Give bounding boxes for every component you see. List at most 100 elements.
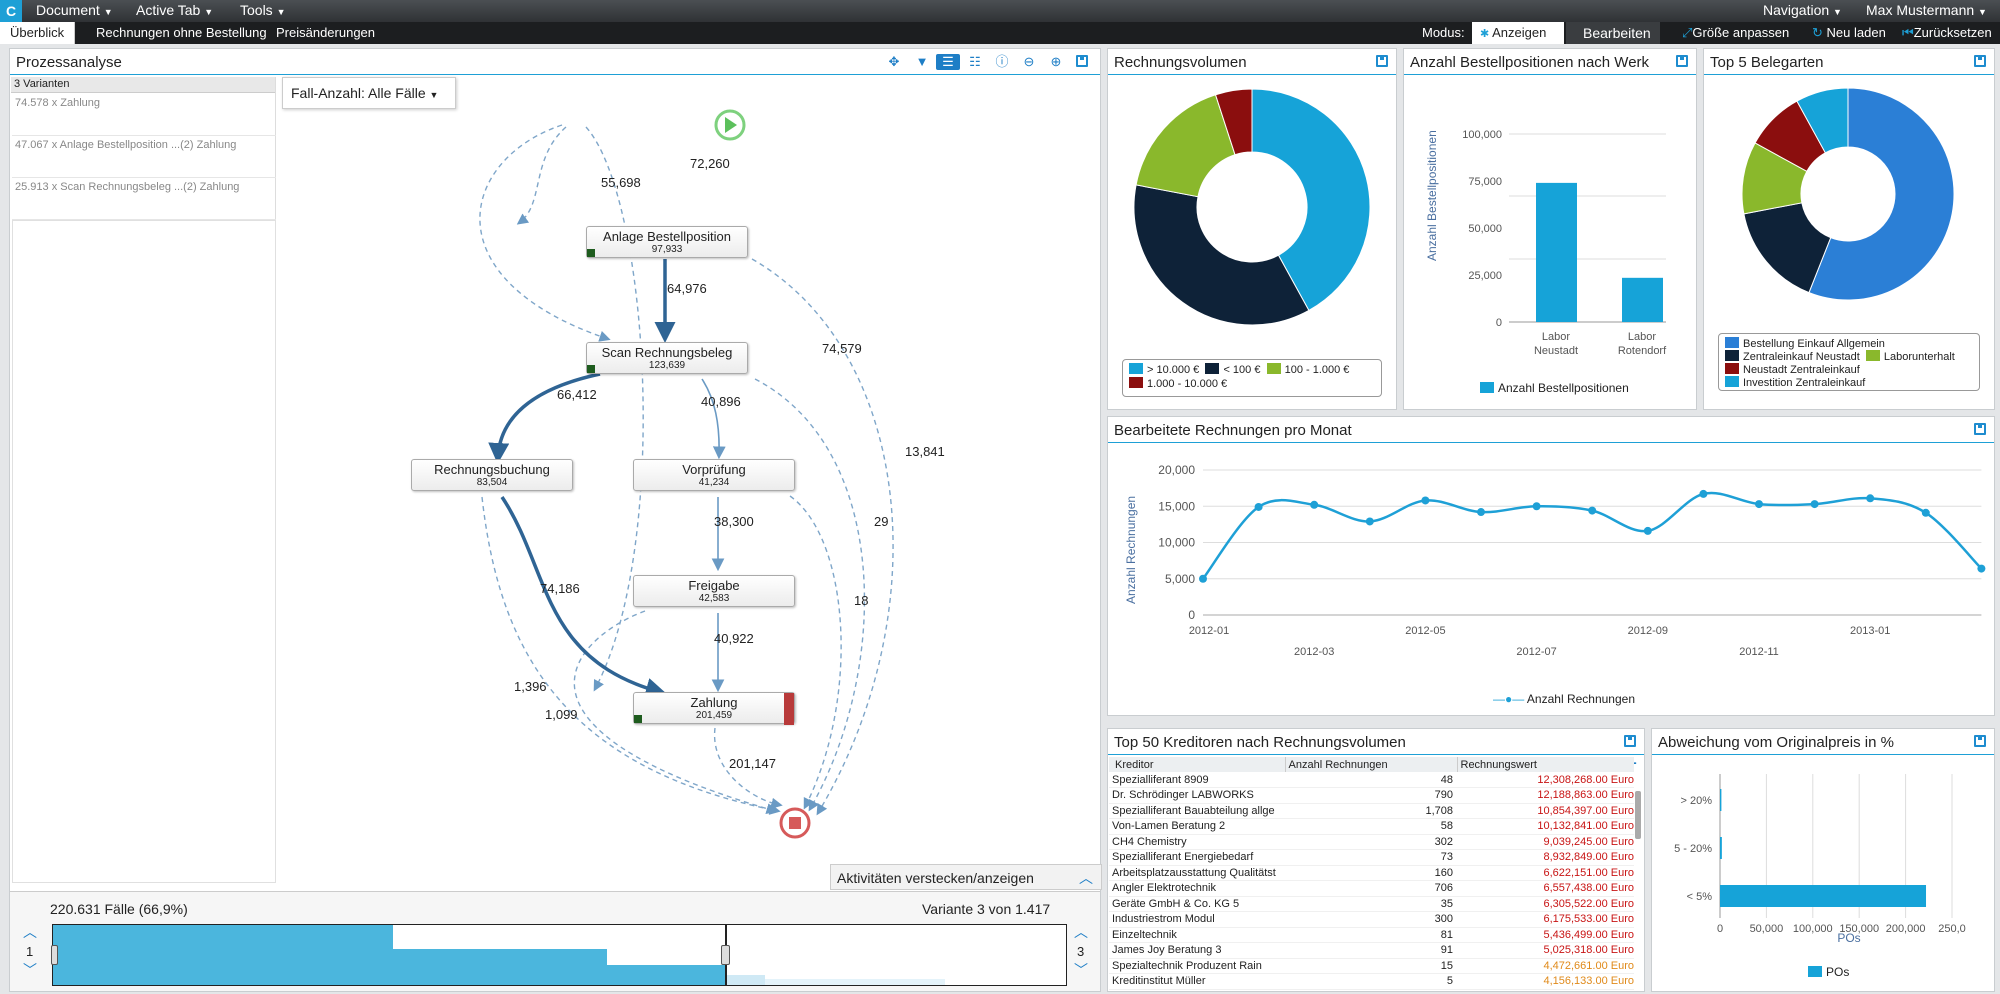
donut-slice[interactable]	[1133, 184, 1310, 326]
save-icon[interactable]	[1676, 55, 1688, 67]
legend-item: POs	[1808, 965, 1849, 979]
column-header[interactable]: Anzahl Rechnungen	[1285, 757, 1458, 772]
data-point[interactable]	[1699, 489, 1708, 498]
save-icon[interactable]	[1076, 55, 1088, 67]
move-icon[interactable]: ✥	[888, 54, 900, 69]
bar[interactable]	[1536, 182, 1577, 322]
menu-tools[interactable]: Tools ▼	[240, 2, 286, 18]
toggle-activities-button[interactable]: Aktivitäten verstecken/anzeigen ︿	[830, 864, 1102, 890]
variant-row[interactable]: 25.913 x Scan Rechnungsbeleg ...(2) Zahl…	[12, 178, 276, 220]
zoom-out-icon[interactable]: ⊖	[1023, 54, 1035, 69]
node-vorpruefung[interactable]: Vorprüfung 41,234	[633, 459, 795, 491]
data-point[interactable]	[1199, 574, 1207, 583]
zoom-in-icon[interactable]: ⊕	[1050, 54, 1062, 69]
scrollbar-thumb[interactable]	[1635, 791, 1641, 839]
data-point[interactable]	[1532, 502, 1541, 511]
chevron-up-icon[interactable]: ︿	[23, 924, 37, 940]
donut-slice[interactable]	[1796, 87, 1849, 154]
mode-view-button[interactable]: ✱ Anzeigen	[1472, 22, 1564, 44]
data-point[interactable]	[1421, 496, 1430, 505]
category-label: 5 - 20%	[1674, 843, 1712, 855]
table-row[interactable]: Angler Elektrotechnik 706 6,557,438.00 Eur…	[1109, 881, 1634, 896]
data-point[interactable]	[1921, 508, 1930, 517]
table-row[interactable]: Spezialliferant 8909 48 12,308,268.00 Euro	[1109, 772, 1634, 788]
column-header[interactable]: Rechnungswert	[1460, 758, 1537, 771]
chevron-down-icon[interactable]: ﹀	[1074, 962, 1088, 978]
data-point[interactable]	[1588, 506, 1597, 515]
table-row[interactable]: Spezialtechnik Produzent Rain 15 4,472,661…	[1109, 958, 1634, 974]
data-point[interactable]	[1254, 502, 1263, 511]
tab-preisaenderungen[interactable]: Preisänderungen	[276, 25, 376, 40]
data-point[interactable]	[1755, 500, 1763, 509]
node-zahlung[interactable]: Zahlung 201,459	[633, 692, 795, 725]
slider-handle-left[interactable]	[51, 945, 58, 965]
slider-min-label: 1	[26, 944, 34, 959]
save-icon[interactable]	[1974, 55, 1986, 67]
node-freigabe[interactable]: Freigabe 42,583	[633, 575, 795, 607]
save-icon[interactable]	[1974, 423, 1986, 435]
reset-button[interactable]: ⏮Zurücksetzen	[1902, 25, 1992, 40]
tab-rechnungen-ohne-bestellung[interactable]: Rechnungen ohne Bestellung	[96, 25, 267, 40]
menu-active-tab[interactable]: Active Tab ▼	[136, 2, 214, 18]
edge-label: 13,841	[905, 444, 945, 459]
save-icon[interactable]	[1624, 735, 1636, 747]
table-row[interactable]: Industriestrom Modul 300 6,175,533.00 Euro	[1109, 912, 1634, 927]
tick-label: 75,000	[1468, 176, 1502, 188]
mode-edit-button[interactable]: Bearbeiten	[1566, 22, 1660, 44]
invoice-count-cell: 160	[1434, 866, 1453, 879]
table-row[interactable]: CH4 Chemistry 302 9,039,245.00 Euro	[1109, 834, 1634, 850]
data-point[interactable]	[1365, 517, 1374, 526]
bar[interactable]	[1720, 837, 1722, 859]
table-row[interactable]: James Joy Beratung 3 91 5,025,318.00 Euro	[1109, 943, 1634, 958]
save-icon[interactable]	[1376, 55, 1388, 67]
start-node[interactable]	[714, 109, 746, 141]
top-doc-types-panel: Top 5 Belegarten Bestellung Einkauf Allg…	[1703, 48, 1995, 410]
variant-row[interactable]: 47.067 x Anlage Bestellposition ...(2) Z…	[12, 136, 276, 178]
variant-row[interactable]: 74.578 x Zahlung	[12, 94, 276, 136]
bar[interactable]	[1720, 789, 1722, 811]
chevron-up-icon[interactable]: ︿	[1074, 924, 1088, 940]
list-view-icon[interactable]: ☷	[969, 54, 981, 69]
save-icon[interactable]	[1974, 735, 1986, 747]
tab-ueberblick[interactable]: Überblick	[0, 22, 76, 44]
bar[interactable]	[1720, 885, 1927, 907]
column-header[interactable]: Kreditor	[1109, 757, 1286, 772]
menu-user[interactable]: Max Mustermann ▼	[1866, 2, 1987, 18]
map-view-icon[interactable]: ☰	[936, 54, 960, 70]
filter-icon[interactable]: ▼	[915, 54, 929, 69]
node-scan-rechnungsbeleg[interactable]: Scan Rechnungsbeleg 123,639	[586, 342, 748, 374]
add-icon[interactable]: +	[1628, 755, 1637, 772]
chevron-down-icon[interactable]: ﹀	[23, 962, 37, 978]
node-rechnungsbuchung[interactable]: Rechnungsbuchung 83,504	[411, 459, 573, 491]
data-point[interactable]	[1810, 500, 1819, 509]
case-filter-dropdown[interactable]: Fall-Anzahl: Alle Fälle ▼	[282, 77, 456, 109]
data-point[interactable]	[1977, 564, 1986, 573]
node-anlage-bestellposition[interactable]: Anlage Bestellposition 97,933	[586, 226, 748, 258]
data-point[interactable]	[1866, 494, 1875, 503]
cases-summary: 220.631 Fälle (66,9%)	[50, 901, 188, 917]
donut-slice[interactable]	[1251, 88, 1371, 312]
menu-document[interactable]: Document ▼	[36, 2, 113, 18]
menu-navigation[interactable]: Navigation ▼	[1763, 2, 1842, 18]
slider-handle-right[interactable]	[721, 945, 730, 965]
data-point[interactable]	[1643, 526, 1652, 535]
table-row[interactable]: Kreditinstitut Müller 5 4,156,133.00 Euro	[1109, 974, 1634, 989]
table-row[interactable]: Spezialliferant Energiebedarf 73 8,932,849…	[1109, 850, 1634, 865]
invoice-value-cell: 10,854,397.00 Euro	[1537, 804, 1634, 817]
fit-size-button[interactable]: ⤢Größe anpassen	[1682, 25, 1790, 40]
donut-slice[interactable]	[1214, 88, 1253, 156]
table-row[interactable]: Dr. Schrödinger LABWORKS 790 12,188,863.00…	[1109, 788, 1634, 803]
end-node[interactable]	[779, 807, 811, 839]
table-row[interactable]: Einzeltechnik 81 5,436,499.00 Euro	[1109, 927, 1634, 943]
table-row[interactable]: Arbeitsplatzausstattung Qualitätst 160 6,6…	[1109, 865, 1634, 881]
data-point[interactable]	[1310, 500, 1319, 509]
table-row[interactable]: Spezialliferant Bauabteilung allge 1,708 1…	[1109, 803, 1634, 819]
table-row[interactable]: Von-Lamen Beratung 2 58 10,132,841.00 Euro	[1109, 819, 1634, 834]
reload-button[interactable]: ↻ Neu laden	[1812, 25, 1886, 40]
info-icon[interactable]: ⓘ	[995, 54, 1009, 69]
donut-slice[interactable]	[1808, 87, 1955, 301]
table-row[interactable]: Geräte GmbH & Co. KG 5 35 6,305,522.00 Eur…	[1109, 896, 1634, 912]
bar[interactable]	[1622, 277, 1663, 322]
data-point[interactable]	[1477, 508, 1485, 517]
edge-label: 74,579	[822, 341, 862, 356]
